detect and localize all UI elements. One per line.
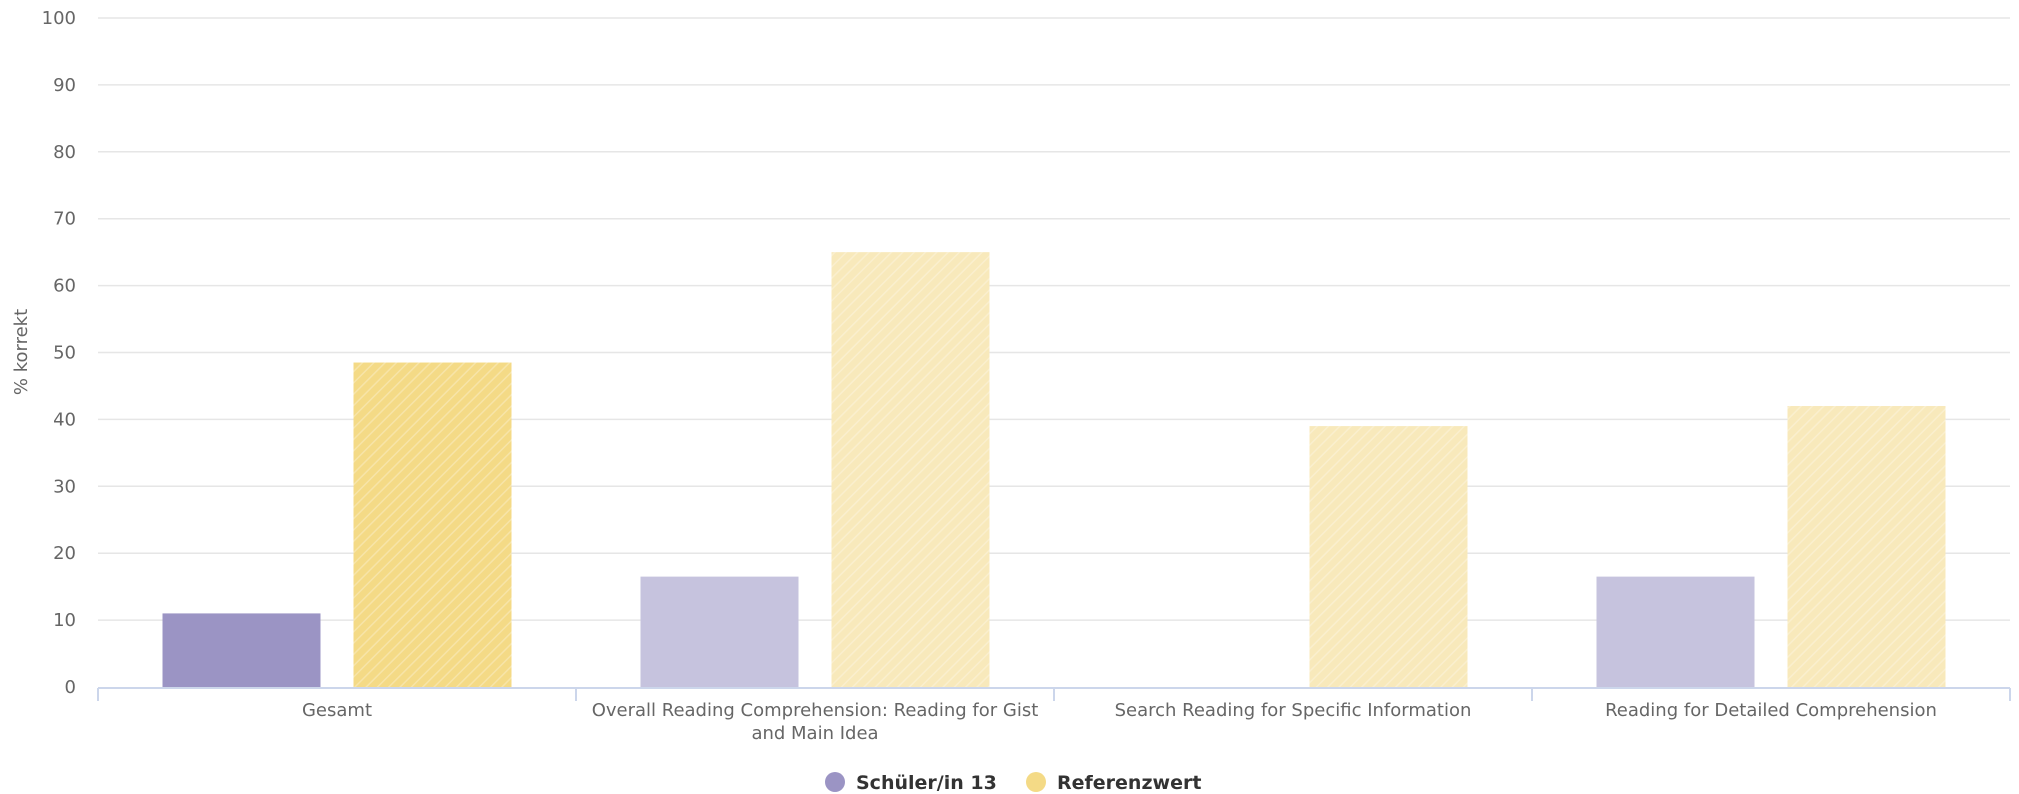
y-tick-label: 60	[53, 276, 76, 297]
x-category-label: Reading for Detailed Comprehension	[1605, 700, 1937, 721]
y-tick-label: 100	[42, 8, 76, 29]
bar-hatch	[1309, 426, 1468, 687]
y-tick-label: 20	[53, 543, 76, 564]
x-axis	[97, 687, 2011, 701]
y-tick-label: 0	[65, 677, 76, 698]
y-tick-label: 90	[53, 75, 76, 96]
bar[interactable]	[1596, 576, 1755, 687]
y-tick-label: 50	[53, 343, 76, 364]
x-category-label: Search Reading for Specific Information	[1115, 700, 1472, 721]
y-axis-label: % korrekt	[11, 309, 32, 395]
legend-marker[interactable]	[825, 772, 845, 792]
bar[interactable]	[640, 576, 799, 687]
legend: Schüler/in 13 Referenzwert	[825, 772, 1201, 794]
y-tick-label: 10	[53, 610, 76, 631]
y-axis-ticks: 0 10 20 30 40 50 60 70 80 90 100	[42, 8, 76, 698]
y-tick-label: 30	[53, 476, 76, 497]
x-category-label: and Main Idea	[751, 723, 878, 744]
bar[interactable]	[162, 613, 321, 687]
y-tick-label: 40	[53, 409, 76, 430]
bar-hatch	[1787, 406, 1946, 687]
legend-label[interactable]: Schüler/in 13	[856, 772, 997, 794]
x-axis-categories: Gesamt Overall Reading Comprehension: Rea…	[302, 700, 1937, 744]
bars	[162, 252, 1946, 687]
y-tick-label: 70	[53, 209, 76, 230]
bar-hatch	[831, 252, 990, 687]
legend-marker[interactable]	[1026, 772, 1046, 792]
x-category-label: Overall Reading Comprehension: Reading f…	[592, 700, 1039, 721]
legend-label[interactable]: Referenzwert	[1057, 772, 1201, 794]
y-tick-label: 80	[53, 142, 76, 163]
bar-hatch	[353, 362, 512, 687]
x-category-label: Gesamt	[302, 700, 372, 721]
